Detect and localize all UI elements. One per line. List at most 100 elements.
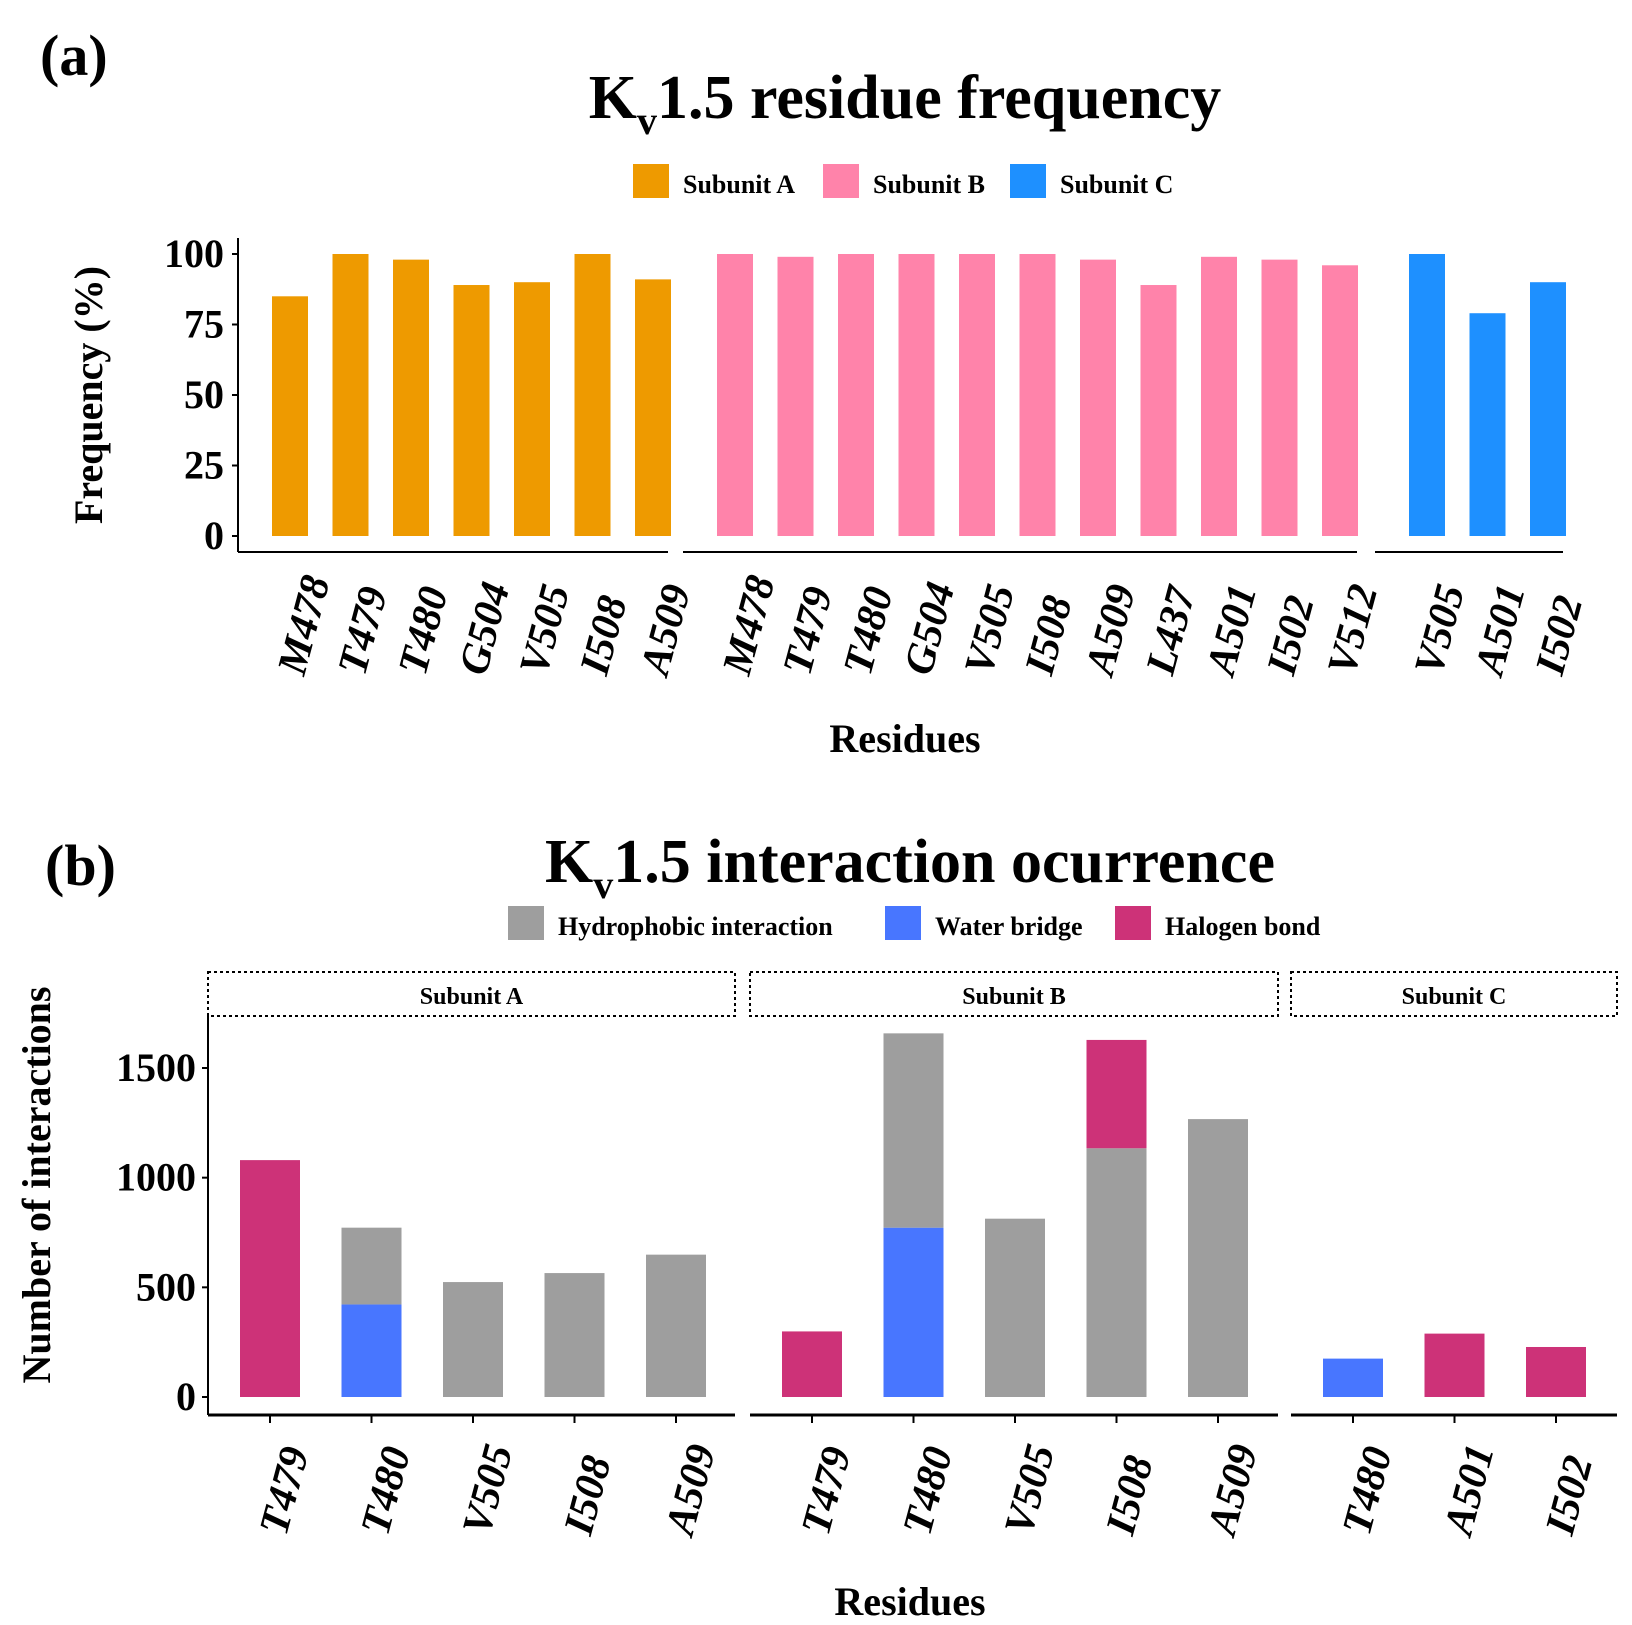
legend-swatch-a: [823, 164, 859, 198]
x-tick-label-a: I508: [571, 591, 636, 681]
legend-label-a: Subunit A: [683, 170, 795, 199]
y-tick-label-a: 100: [164, 231, 224, 276]
x-tick-label-b: I508: [1097, 1451, 1162, 1541]
bar-segment-hydrophobic-interaction-a509: [1188, 1119, 1248, 1397]
x-tick-label-a: G504: [451, 578, 520, 680]
x-tick-label-b: V505: [454, 1440, 522, 1540]
bar-subunit-b-v505: [959, 254, 995, 536]
bar-subunit-c-i502: [1530, 282, 1566, 536]
bar-segment-water-bridge-t480: [1323, 1358, 1383, 1397]
x-tick-label-b: A501: [1435, 1440, 1504, 1543]
x-tick-label-a: A509: [1076, 580, 1145, 683]
panel-a: (a) Kv1.5 residue frequency Subunit A Sub…: [40, 23, 1592, 761]
bar-subunit-b-t479: [777, 256, 814, 536]
bar-subunit-a-g504: [453, 285, 490, 536]
x-tick-label-a: V505: [956, 580, 1024, 680]
bar-subunit-a-a509: [635, 279, 671, 536]
bar-subunit-b-i502: [1261, 259, 1298, 536]
bar-subunit-a-v505: [514, 282, 550, 536]
y-tick-label-b: 500: [136, 1264, 196, 1309]
plot-b: 0 500 1000 1500 Subunit A T479 T480 V505 I508 A50…: [116, 971, 1618, 1543]
bar-segment-hydrophobic-interaction-i508: [1086, 1148, 1147, 1397]
x-tick-label-b: A509: [656, 1440, 725, 1543]
x-tick-label-a: G504: [896, 578, 965, 680]
bar-segment-hydrophobic-interaction-t480: [341, 1227, 402, 1305]
x-axis-label-b: Residues: [834, 1579, 985, 1624]
x-tick-label-a: A501: [1197, 580, 1266, 683]
y-tick-label-a: 0: [204, 513, 224, 558]
facet-strip-b: [207, 971, 736, 1017]
legend-label-b: Halogen bond: [1165, 912, 1321, 941]
legend-swatch-a: [1010, 164, 1046, 198]
legend-swatch-b: [508, 906, 544, 940]
legend-b: Hydrophobic interaction Water bridge Halog…: [508, 906, 1321, 941]
y-axis-label-b: Number of interactions: [14, 987, 59, 1384]
legend-a: Subunit A Subunit B Subunit C: [633, 164, 1173, 199]
x-tick-label-b: T480: [353, 1442, 420, 1540]
title-a-sub: v: [637, 98, 657, 143]
y-tick-label-a: 50: [184, 372, 224, 417]
bar-subunit-b-a501: [1201, 256, 1237, 536]
x-tick-label-b: I508: [555, 1451, 620, 1541]
legend-swatch-b: [885, 906, 921, 940]
x-tick-label-a: I508: [1016, 591, 1081, 681]
bar-subunit-a-t480: [393, 259, 429, 536]
chart-title-a: Kv1.5 residue frequency: [589, 64, 1222, 143]
bar-segment-halogen-bond-t479: [782, 1331, 842, 1397]
x-tick-label-b: T479: [251, 1442, 318, 1540]
bar-segment-hydrophobic-interaction-v505: [985, 1218, 1045, 1397]
x-tick-label-b: T480: [895, 1442, 962, 1540]
x-tick-label-b: T479: [793, 1442, 860, 1540]
x-tick-label-a: V505: [511, 580, 579, 680]
x-tick-label-a: T479: [775, 582, 842, 680]
x-tick-label-a: V505: [1406, 580, 1474, 680]
bar-segment-hydrophobic-interaction-t480: [883, 1033, 944, 1228]
bar-segment-hydrophobic-interaction-a509: [646, 1254, 706, 1397]
bar-subunit-c-v505: [1409, 254, 1445, 536]
title-a-rest: 1.5 residue frequency: [657, 64, 1221, 132]
facet-strip-label-b: Subunit C: [1402, 984, 1507, 1010]
legend-label-b: Water bridge: [935, 912, 1083, 941]
bar-subunit-c-a501: [1469, 313, 1506, 536]
x-tick-label-a: T480: [835, 582, 902, 680]
x-axis-label-a: Residues: [829, 716, 980, 761]
bar-segment-halogen-bond-a501: [1424, 1333, 1485, 1397]
facet-strip-b: [1290, 971, 1618, 1017]
x-tick-label-a: I502: [1527, 591, 1592, 681]
legend-swatch-a: [633, 164, 669, 198]
chart-title-b: Kv1.5 interaction ocurrence: [545, 828, 1275, 907]
bar-subunit-a-m478: [272, 296, 308, 536]
panel-b: (b) Kv1.5 interaction ocurrence Hydropho…: [14, 828, 1618, 1624]
bar-subunit-b-i508: [1019, 254, 1056, 536]
bar-subunit-b-t480: [838, 254, 874, 536]
panel-label-b: (b): [45, 833, 116, 898]
bar-subunit-a-t479: [332, 254, 369, 536]
legend-label-a: Subunit B: [873, 170, 985, 199]
bar-segment-halogen-bond-t479: [240, 1160, 300, 1397]
panel-label-a: (a): [40, 23, 108, 88]
x-tick-label-b: V505: [996, 1440, 1064, 1540]
x-tick-label-a: A501: [1466, 580, 1535, 683]
x-tick-label-b: A509: [1198, 1440, 1267, 1543]
facet-strip-label-b: Subunit A: [420, 984, 524, 1010]
x-tick-label-a: M478: [269, 571, 340, 681]
legend-label-a: Subunit C: [1060, 170, 1173, 199]
x-tick-label-a: I502: [1258, 591, 1323, 681]
facet-strip-b: [749, 971, 1279, 1017]
bar-segment-water-bridge-t480: [883, 1227, 944, 1397]
title-b-sub: v: [593, 862, 613, 907]
x-tick-label-a: L437: [1137, 580, 1205, 680]
legend-label-b: Hydrophobic interaction: [558, 912, 833, 941]
x-tick-label-a: A509: [631, 580, 700, 683]
y-axis-label-a: Frequency (%): [66, 266, 111, 524]
y-tick-label-b: 1000: [116, 1155, 196, 1200]
bar-segment-halogen-bond-i508: [1086, 1039, 1147, 1149]
y-tick-label-b: 1500: [116, 1045, 196, 1090]
bar-subunit-b-g504: [898, 254, 935, 536]
bar-segment-water-bridge-t480: [341, 1304, 402, 1397]
y-tick-label-a: 25: [184, 443, 224, 488]
x-tick-label-b: T480: [1334, 1442, 1401, 1540]
x-tick-label-a: V512: [1319, 580, 1387, 680]
x-tick-label-a: T480: [390, 582, 457, 680]
bar-subunit-b-a509: [1080, 259, 1116, 536]
